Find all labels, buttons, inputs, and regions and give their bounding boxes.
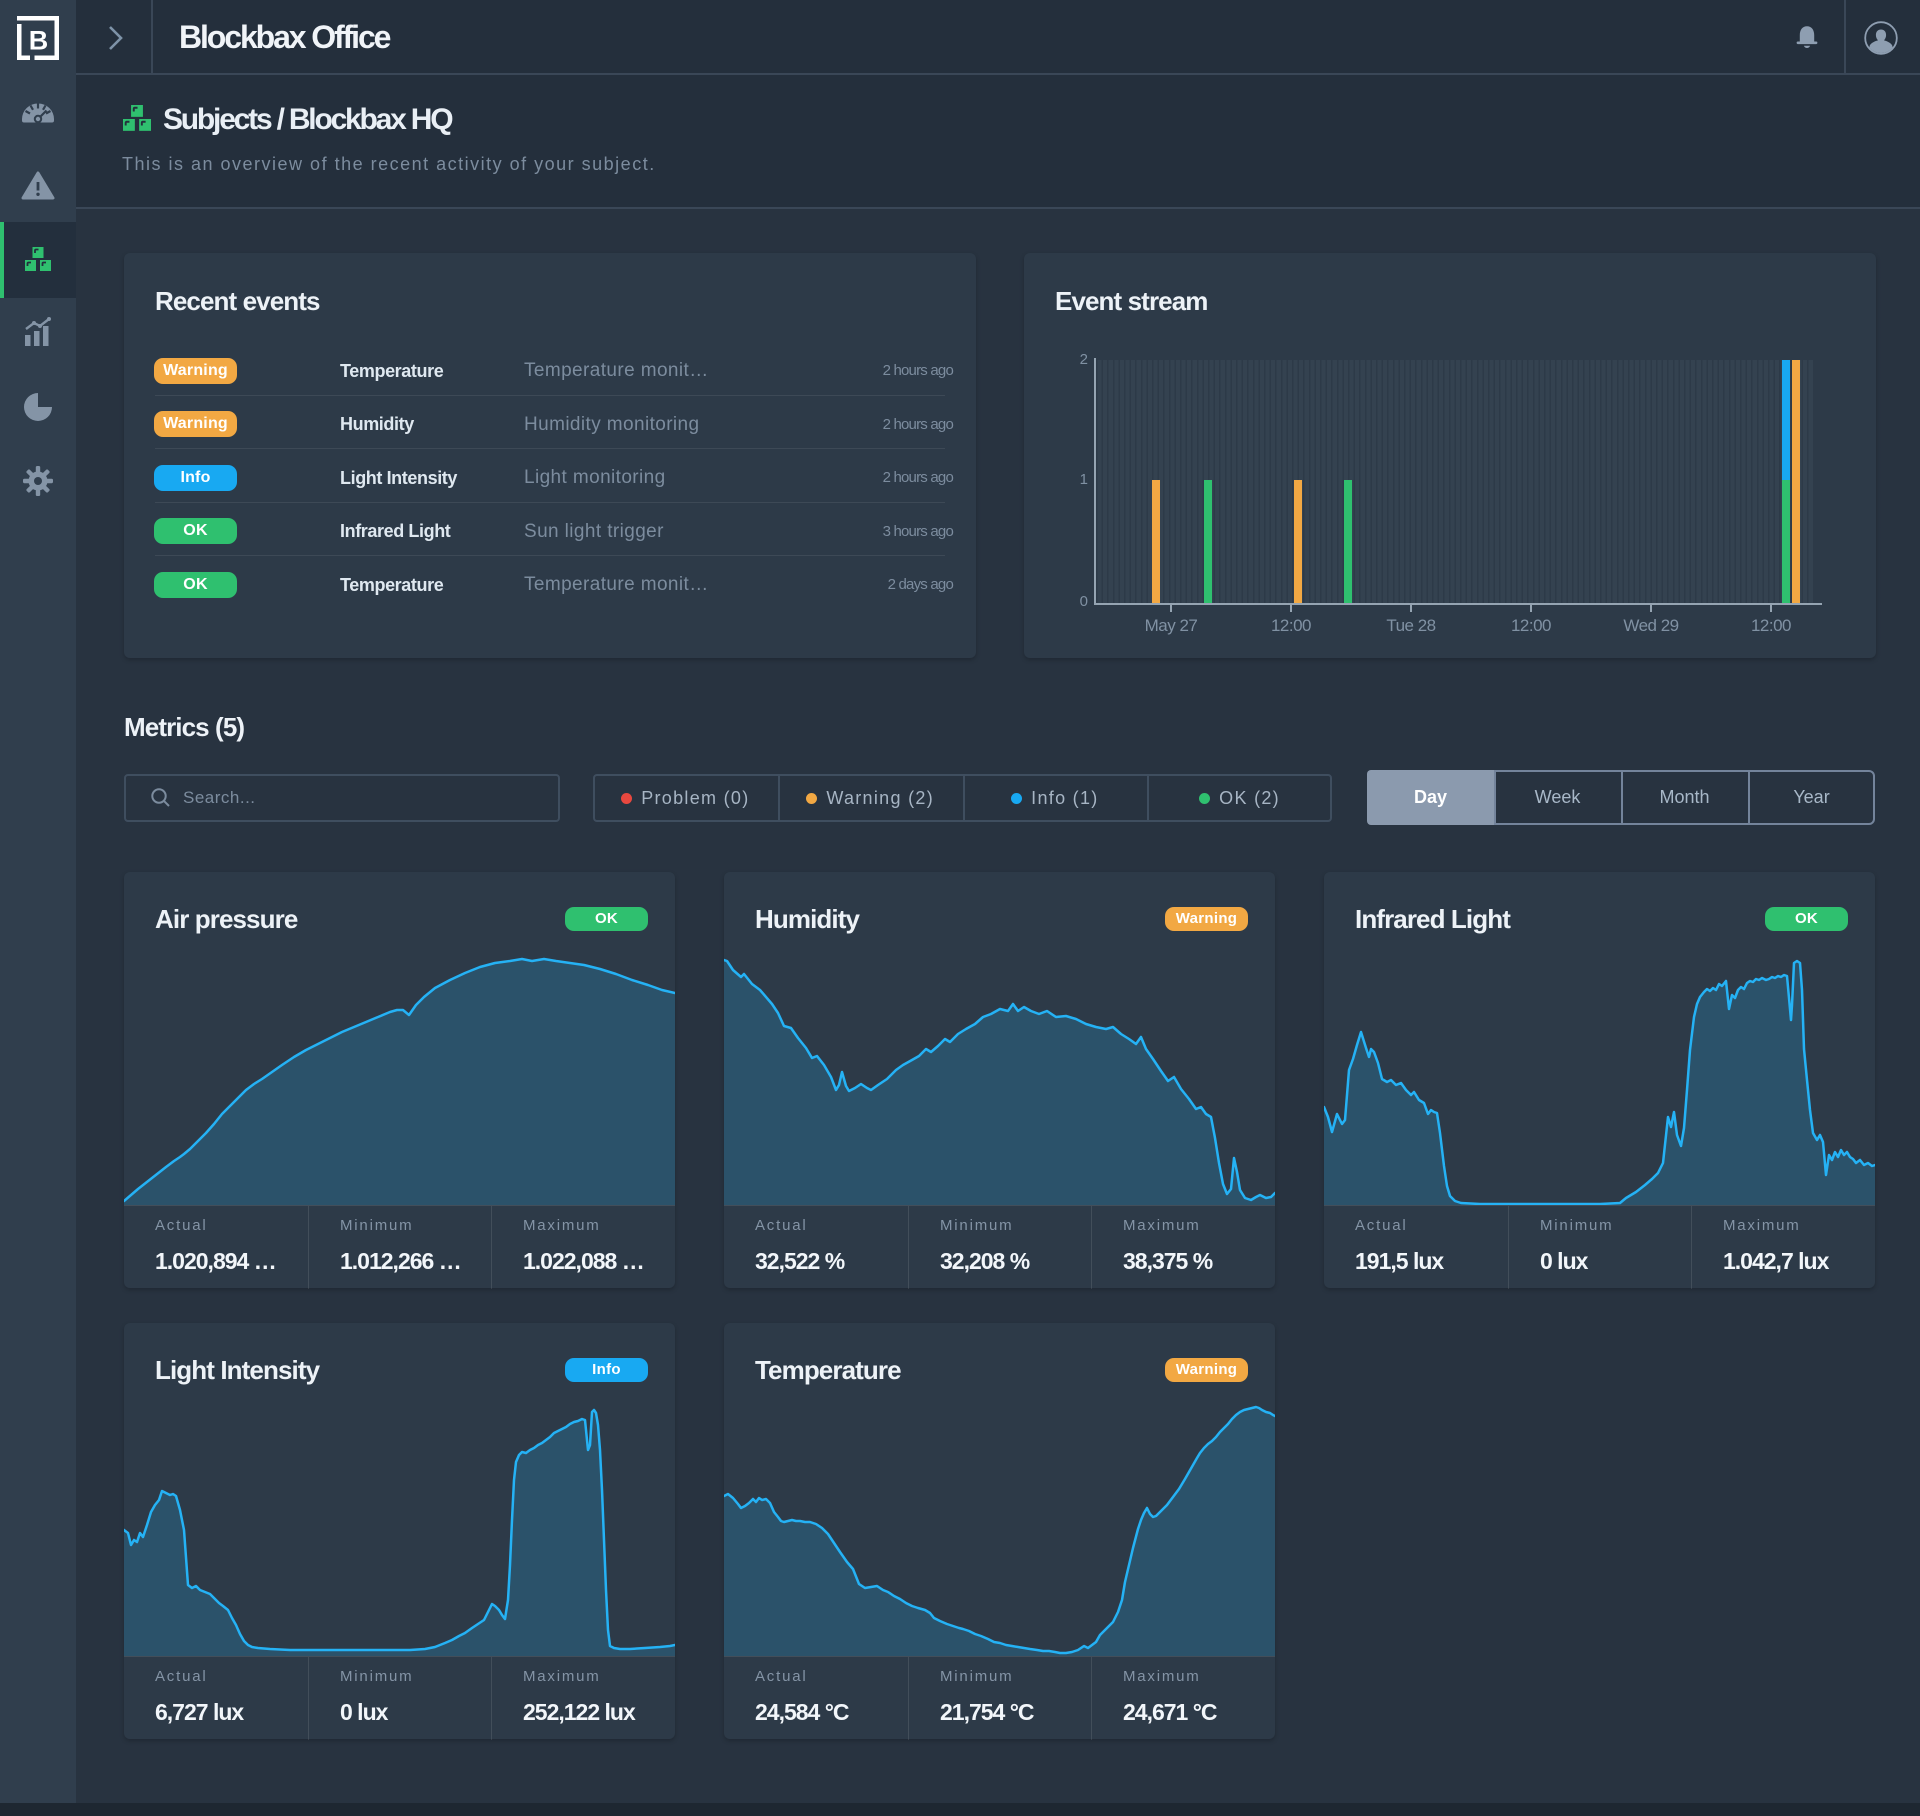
- svg-text:B: B: [29, 26, 49, 56]
